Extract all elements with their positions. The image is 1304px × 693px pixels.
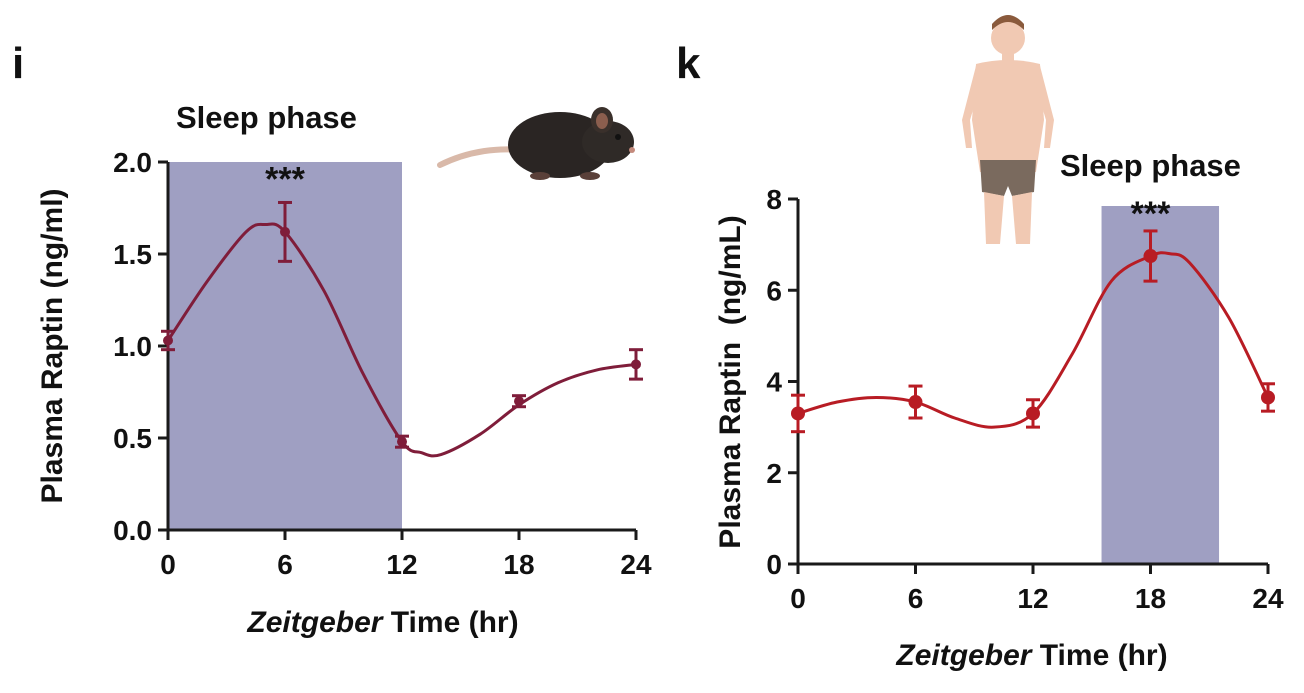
x-tick-label: 18 [1135, 583, 1166, 614]
y-tick-label: 6 [766, 275, 782, 306]
panel-i-y-ticks: 0.0 0.5 1.0 1.5 2.0 [113, 147, 168, 546]
x-tick-label: 12 [386, 549, 417, 580]
y-tick-label: 1.0 [113, 331, 152, 362]
panel-k-x-ticks: 0 6 12 18 24 [790, 564, 1284, 614]
data-marker [908, 395, 923, 410]
x-tick-label: 0 [790, 583, 806, 614]
x-tick-label: 6 [908, 583, 924, 614]
panel-k-x-axis-label-rest: Time (hr) [1031, 639, 1167, 672]
panel-k-significance-marker: *** [1131, 195, 1171, 233]
y-tick-label: 4 [766, 367, 782, 398]
panel-k-y-axis-label: Plasma Raptin (ng/mL) [714, 215, 747, 548]
data-marker [280, 226, 290, 237]
panel-i-fit-curve [166, 222, 637, 458]
data-marker [1261, 390, 1275, 405]
data-marker [163, 335, 173, 346]
human-illustration [962, 15, 1054, 244]
data-marker [631, 359, 641, 370]
data-marker [397, 436, 407, 447]
data-point [161, 329, 175, 352]
data-point [1026, 398, 1040, 429]
panel-i-significance-marker: *** [265, 160, 305, 198]
data-point [1143, 229, 1158, 283]
y-tick-label: 2.0 [113, 147, 152, 178]
data-point [629, 348, 643, 381]
x-tick-label: 18 [503, 549, 534, 580]
panel-k-sleep-phase-label: Sleep phase [1060, 148, 1241, 183]
panel-i-sleep-phase-label: Sleep phase [176, 100, 357, 135]
data-point [512, 394, 526, 409]
panel-k-fit-curve [797, 251, 1270, 429]
panel-k-data-points [791, 229, 1275, 434]
panel-k-letter: k [676, 39, 701, 88]
data-marker [791, 406, 805, 421]
y-tick-label: 8 [766, 184, 782, 215]
panel-k-sleep-phase-band [1101, 206, 1220, 564]
data-marker [514, 396, 524, 407]
x-tick-label: 6 [277, 549, 293, 580]
y-tick-label: 1.5 [113, 239, 152, 270]
panel-i-data-points [161, 200, 643, 449]
panel-i-chart: 0.0 0.5 1.0 1.5 2.0 0 6 12 18 24 i Sleep phase *… [12, 39, 652, 639]
data-point [1261, 382, 1275, 413]
data-point [791, 393, 805, 434]
panel-k-x-axis-label: Zeitgeber Time (hr) [895, 639, 1167, 672]
data-marker [1143, 249, 1158, 264]
data-marker [1026, 406, 1040, 421]
y-tick-label: 2 [766, 458, 782, 489]
panel-i-x-ticks: 0 6 12 18 24 [160, 530, 652, 580]
x-tick-label: 24 [620, 549, 652, 580]
y-tick-label: 0 [766, 549, 782, 580]
x-tick-label: 12 [1017, 583, 1048, 614]
data-point [908, 384, 923, 420]
panel-i-x-axis-label: Zeitgeber Time (hr) [246, 606, 518, 639]
panel-i-x-axis-label-rest: Time (hr) [382, 606, 518, 639]
data-point [278, 200, 292, 263]
y-tick-label: 0.0 [113, 515, 152, 546]
x-tick-label: 0 [160, 549, 176, 580]
mouse-illustration [437, 107, 635, 180]
panel-k-x-axis-label-italic: Zeitgeber [895, 639, 1033, 672]
x-tick-label: 24 [1252, 583, 1284, 614]
y-tick-label: 0.5 [113, 423, 152, 454]
panel-i-letter: i [12, 39, 24, 88]
data-point [395, 434, 409, 449]
panel-k-y-ticks: 0 2 4 6 8 [766, 184, 798, 580]
panel-i-x-axis-label-italic: Zeitgeber [246, 606, 384, 639]
panel-i-y-axis-label: Plasma Raptin (ng/ml) [36, 188, 69, 503]
